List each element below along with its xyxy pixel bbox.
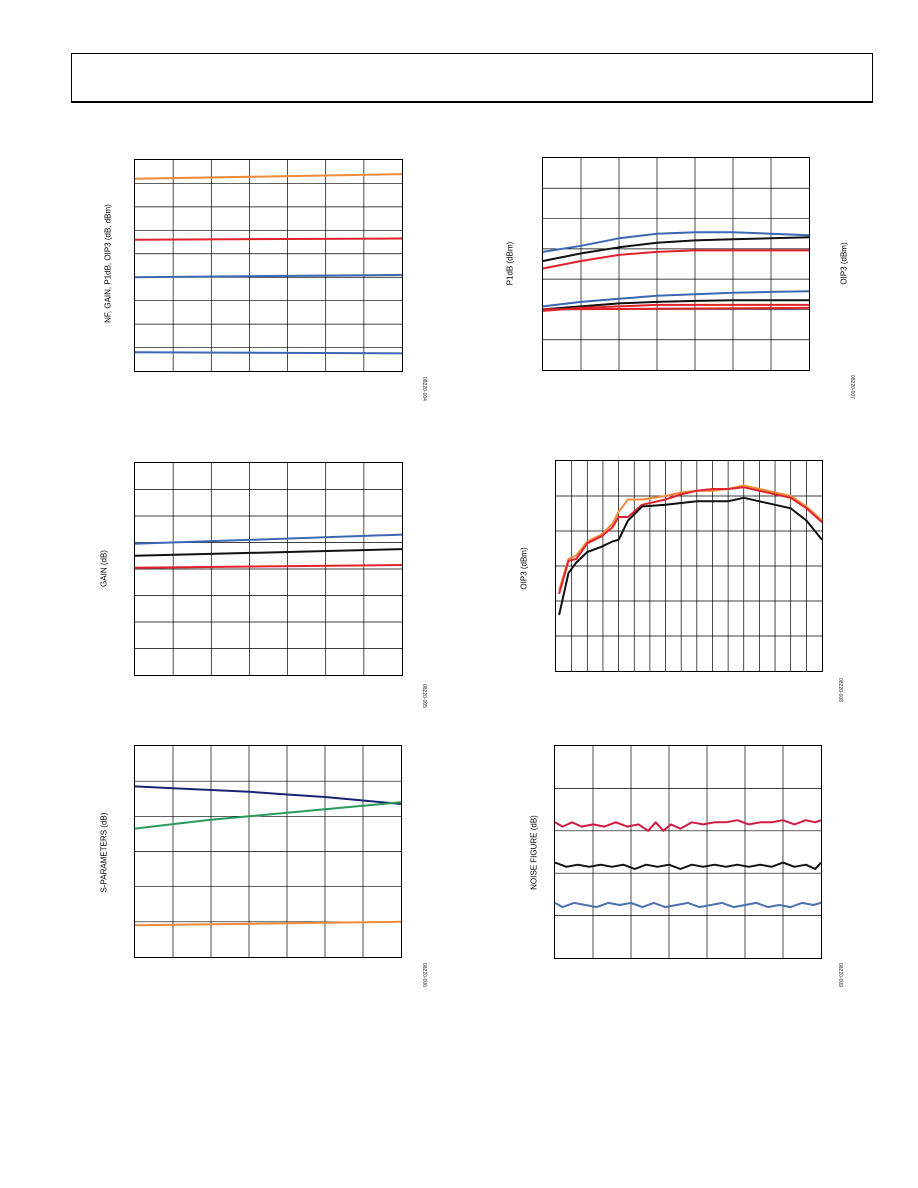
chart-svg — [554, 746, 822, 958]
chart-s-parameters — [134, 745, 402, 958]
series-line-orange — [558, 484, 823, 591]
series-line-black — [134, 548, 403, 557]
series-line-red — [134, 564, 403, 569]
y-axis-label: NOISE FIGURE (dB) — [529, 815, 539, 890]
y-axis-label: GAIN (dB) — [99, 550, 109, 587]
y-axis-label: OIP3 (dBm) — [519, 547, 529, 590]
series-line-black — [542, 236, 810, 262]
series-line-red — [542, 306, 810, 311]
series-line-blue — [542, 290, 810, 308]
series-line-red — [542, 249, 809, 270]
chart-svg — [134, 746, 402, 957]
chart-noise-figure — [554, 745, 822, 959]
series-line-blue — [134, 273, 403, 279]
figure-id: 08220-004 — [421, 377, 427, 401]
figure-id: 08220-005 — [421, 684, 427, 708]
series-line-blue — [542, 231, 810, 253]
figure-id: 08220-008 — [837, 678, 843, 702]
y-axis-label-left: P1dB (dBm) — [505, 241, 515, 286]
figure-id: 08220-007 — [849, 375, 855, 399]
series-line-black — [554, 861, 822, 870]
figure-id: 08220-006 — [421, 963, 427, 987]
series-line-black — [542, 299, 809, 311]
y-axis-label: NF, GAIN, P1dB, OIP3 (dB, dBm) — [103, 204, 113, 323]
chart-svg — [134, 160, 403, 371]
chart-svg — [556, 461, 823, 671]
series-line-red — [542, 303, 809, 312]
series-line-steel — [554, 901, 822, 909]
figure-id: 08220-009 — [837, 963, 843, 987]
series-line-green — [134, 801, 402, 830]
series-line-blue — [134, 351, 403, 355]
series-line-crimson — [554, 819, 822, 832]
y-axis-label-right: OIP3 (dBm) — [839, 242, 849, 285]
chart-nf-gain-p1db-oip3 — [134, 159, 403, 372]
series-line-red — [558, 486, 823, 595]
chart-oip3 — [555, 460, 823, 672]
series-line-blue — [134, 533, 403, 545]
series-line-red — [134, 237, 403, 241]
series-line-orange — [134, 920, 402, 927]
series-line-navy — [134, 785, 402, 805]
chart-svg — [542, 158, 810, 370]
series-line-black — [558, 496, 823, 616]
page-header-frame — [71, 53, 873, 103]
y-axis-label: S-PARAMETERS (dB) — [99, 812, 109, 893]
chart-svg — [134, 463, 403, 675]
series-line-orange — [134, 173, 403, 180]
chart-gain — [134, 462, 403, 676]
chart-p1db-oip3 — [542, 157, 810, 371]
